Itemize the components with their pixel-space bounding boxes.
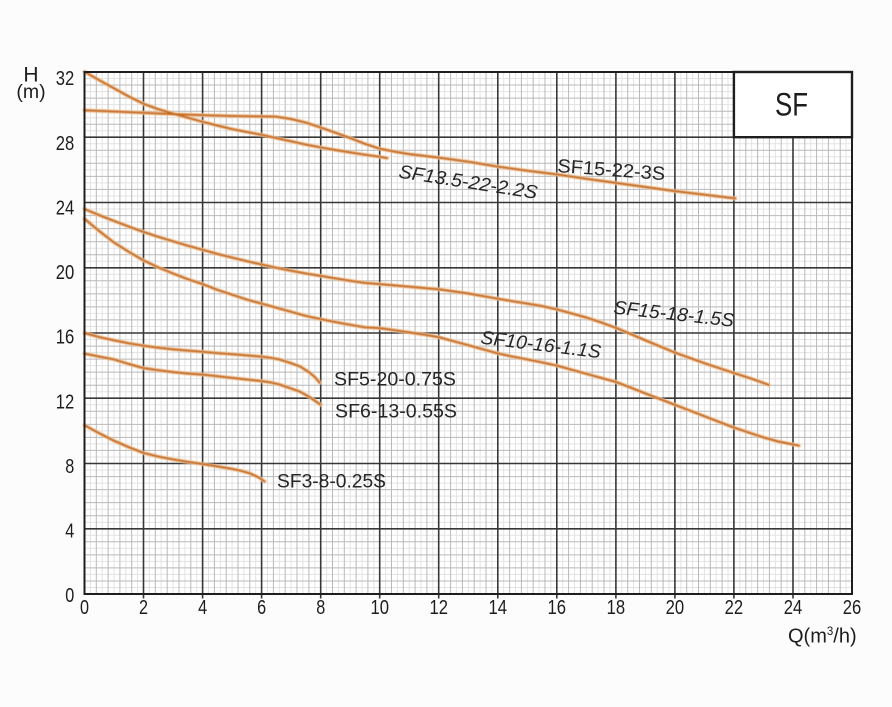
svg-text:4: 4 [198,597,207,619]
svg-text:24: 24 [784,597,803,619]
svg-text:H: H [23,64,38,87]
svg-text:18: 18 [607,597,626,619]
svg-text:8: 8 [316,597,325,619]
svg-text:16: 16 [56,327,75,349]
svg-text:14: 14 [489,597,508,619]
svg-text:22: 22 [725,597,744,619]
svg-text:(m): (m) [16,81,45,103]
svg-text:2: 2 [139,597,148,619]
svg-text:26: 26 [843,597,862,619]
svg-text:4: 4 [65,521,74,543]
svg-text:SF3-8-0.25S: SF3-8-0.25S [277,472,386,493]
svg-text:SF5-20-0.75S: SF5-20-0.75S [334,370,456,391]
svg-text:SF6-13-0.55S: SF6-13-0.55S [335,402,457,423]
svg-text:16: 16 [548,597,567,619]
svg-text:10: 10 [370,597,389,619]
svg-text:28: 28 [56,133,75,155]
svg-text:12: 12 [56,391,75,413]
svg-text:6: 6 [257,597,266,619]
svg-text:24: 24 [56,197,75,219]
svg-text:32: 32 [56,68,75,90]
svg-text:12: 12 [429,597,448,619]
svg-text:8: 8 [65,456,74,478]
svg-text:Q(m3/h): Q(m3/h) [788,626,857,648]
svg-text:20: 20 [56,262,75,284]
svg-text:SF: SF [775,87,808,123]
svg-text:20: 20 [666,597,685,619]
svg-text:0: 0 [80,597,89,619]
svg-text:0: 0 [65,585,74,607]
